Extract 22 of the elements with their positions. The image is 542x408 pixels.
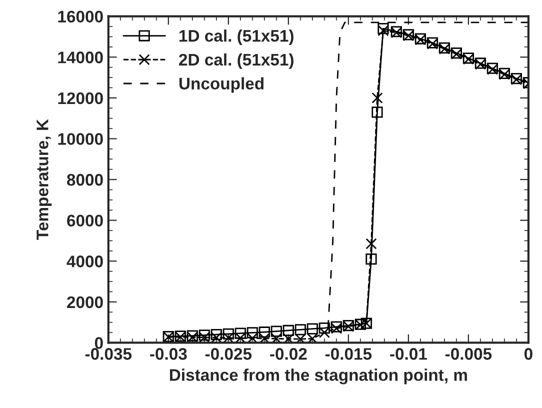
x-tick-label: -0.005 bbox=[445, 348, 492, 360]
x-tick-label: -0.02 bbox=[270, 348, 307, 360]
x-tick-label: -0.01 bbox=[390, 348, 427, 360]
legend-label: 2D cal. (51x51) bbox=[179, 53, 294, 69]
legend-label: Uncoupled bbox=[179, 77, 264, 93]
y-tick-label: 6000 bbox=[67, 214, 103, 227]
x-tick-label: -0.03 bbox=[150, 348, 187, 360]
y-tick-label: 14000 bbox=[58, 52, 103, 64]
x-tick-label: -0.025 bbox=[205, 348, 252, 360]
x-tick-label: -0.035 bbox=[85, 348, 132, 360]
y-tick-label: 10000 bbox=[58, 133, 103, 145]
y-tick-label: 16000 bbox=[58, 10, 103, 23]
y-tick-label: 0 bbox=[94, 337, 103, 349]
y-tick-label: 12000 bbox=[58, 92, 103, 104]
legend-label: 1D cal. (51x51) bbox=[180, 30, 294, 46]
y-tick-label: 2000 bbox=[67, 296, 103, 308]
x-tick-label: -0.015 bbox=[325, 348, 372, 360]
x-tick-label: 0 bbox=[524, 348, 532, 360]
y-tick-label: 8000 bbox=[66, 174, 103, 186]
x-axis-title: Distance from the stagnation point, m bbox=[170, 368, 467, 384]
y-axis-title: Temperature, K bbox=[36, 119, 52, 240]
y-tick-label: 4000 bbox=[66, 256, 103, 268]
